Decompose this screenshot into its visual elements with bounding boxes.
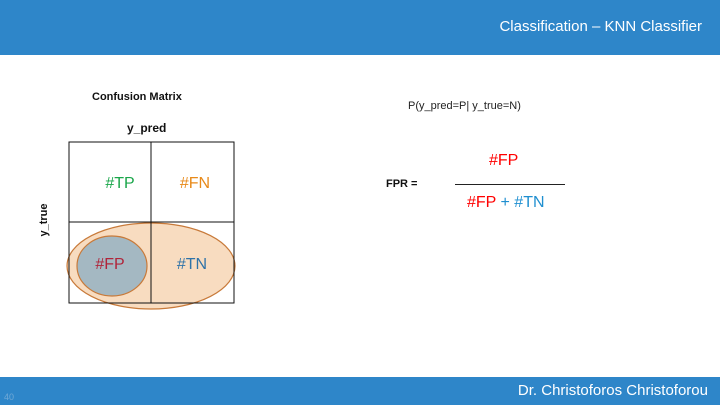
cell-fp: #FP bbox=[95, 256, 125, 273]
cell-tp: #TP bbox=[105, 175, 135, 192]
slide-number: 40 bbox=[4, 392, 15, 402]
fpr-label: FPR = bbox=[386, 178, 418, 190]
confusion-matrix-title: Confusion Matrix bbox=[92, 91, 182, 103]
denominator-plus: + bbox=[496, 194, 515, 211]
y-pred-label: y_pred bbox=[127, 121, 167, 135]
fraction-line bbox=[455, 184, 565, 185]
fpr-denominator: #FP + #TN bbox=[467, 194, 545, 212]
cell-fn: #FN bbox=[179, 175, 211, 192]
slide-title: Classification – KNN Classifier bbox=[499, 18, 702, 35]
footer-bar: 40 Dr. Christoforos Christoforou bbox=[0, 377, 720, 405]
fpr-numerator: #FP bbox=[489, 152, 519, 169]
denominator-fp: #FP bbox=[467, 194, 497, 211]
condition-text: P(y_pred=P| y_true=N) bbox=[408, 100, 521, 112]
denominator-tn: #TN bbox=[514, 194, 545, 211]
cell-tn: #TN bbox=[176, 256, 208, 273]
header-bar: Classification – KNN Classifier bbox=[0, 0, 720, 55]
author-name: Dr. Christoforos Christoforou bbox=[517, 382, 708, 399]
false-positive-ellipse bbox=[76, 235, 148, 297]
